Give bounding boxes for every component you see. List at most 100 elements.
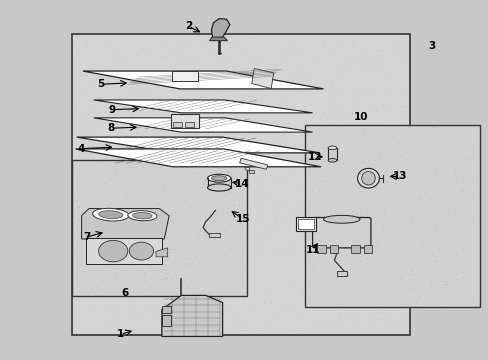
Point	[169, 219, 177, 225]
Point	[290, 76, 298, 82]
Point	[393, 51, 401, 57]
Point	[176, 110, 183, 116]
Point	[157, 298, 164, 304]
Point	[124, 177, 132, 183]
Point	[204, 291, 212, 296]
Point	[316, 33, 324, 39]
Point	[383, 256, 390, 261]
Point	[377, 155, 385, 161]
Point	[246, 72, 254, 77]
Point	[441, 147, 448, 153]
Point	[271, 226, 279, 232]
Point	[101, 206, 108, 212]
Point	[306, 139, 314, 145]
Point	[257, 191, 264, 197]
Point	[365, 183, 373, 189]
Point	[206, 321, 214, 327]
Point	[465, 275, 472, 281]
Point	[222, 213, 229, 219]
Point	[111, 105, 119, 111]
Point	[458, 174, 466, 180]
Point	[116, 237, 124, 242]
Point	[358, 256, 366, 262]
Point	[219, 64, 227, 70]
Point	[342, 248, 350, 253]
Point	[278, 267, 286, 273]
Point	[147, 283, 155, 289]
Point	[321, 301, 329, 306]
Point	[458, 240, 466, 246]
Point	[420, 148, 428, 154]
Point	[333, 200, 341, 206]
Point	[323, 68, 331, 73]
Point	[250, 95, 258, 101]
Point	[401, 194, 409, 199]
Point	[336, 240, 344, 246]
Point	[184, 110, 192, 116]
Point	[317, 240, 325, 246]
Point	[315, 262, 323, 267]
Point	[468, 164, 476, 170]
Point	[389, 130, 397, 136]
Point	[405, 271, 413, 277]
Point	[122, 222, 130, 228]
Point	[402, 156, 410, 162]
Point	[165, 200, 173, 206]
Point	[398, 35, 406, 41]
Point	[93, 192, 101, 198]
Point	[233, 288, 241, 294]
Point	[73, 46, 81, 52]
Point	[444, 191, 451, 197]
Point	[353, 54, 361, 59]
Point	[163, 302, 171, 308]
Point	[473, 149, 481, 155]
Point	[385, 51, 392, 57]
Point	[335, 190, 343, 196]
Point	[320, 255, 328, 260]
Point	[287, 37, 295, 42]
Point	[409, 244, 417, 249]
Point	[213, 251, 221, 257]
Point	[84, 262, 92, 267]
Point	[154, 168, 162, 174]
Point	[469, 130, 477, 136]
Point	[385, 237, 392, 243]
Point	[165, 63, 173, 68]
Point	[100, 305, 108, 311]
Point	[259, 137, 267, 143]
Point	[196, 279, 204, 284]
Point	[90, 267, 98, 273]
Point	[238, 266, 246, 272]
Point	[112, 225, 120, 230]
Point	[149, 310, 157, 316]
Point	[266, 224, 274, 229]
Bar	[162, 315, 170, 326]
Point	[375, 298, 383, 303]
Point	[316, 130, 324, 136]
Point	[310, 202, 318, 208]
Point	[141, 304, 148, 310]
Point	[285, 120, 293, 126]
Point	[126, 280, 134, 286]
Point	[72, 317, 80, 323]
Point	[318, 248, 326, 253]
Point	[378, 274, 386, 280]
Point	[149, 208, 157, 214]
Point	[386, 57, 393, 62]
Bar	[336, 271, 346, 276]
Point	[290, 207, 298, 212]
Point	[395, 160, 403, 166]
Point	[397, 250, 405, 256]
Point	[347, 38, 355, 44]
Point	[79, 162, 87, 167]
Point	[136, 282, 143, 287]
Point	[110, 161, 118, 167]
Point	[229, 34, 237, 40]
Point	[137, 71, 144, 76]
Point	[414, 143, 422, 149]
Point	[346, 313, 354, 319]
Point	[313, 240, 321, 246]
Point	[427, 278, 434, 283]
Point	[383, 176, 390, 182]
Point	[241, 178, 248, 184]
